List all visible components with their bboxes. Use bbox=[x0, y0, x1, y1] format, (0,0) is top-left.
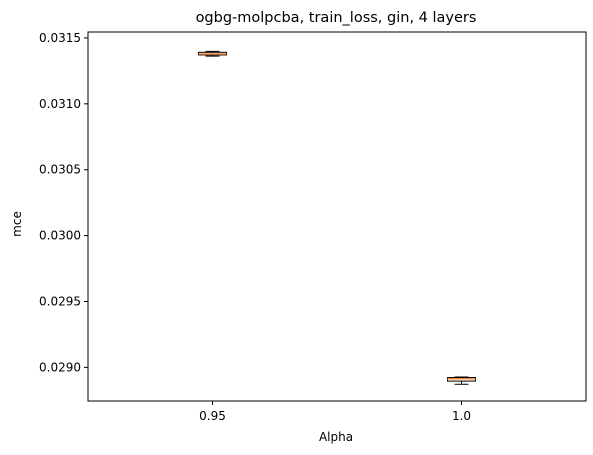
y-tick-label: 0.0305 bbox=[39, 163, 81, 177]
y-tick-label: 0.0290 bbox=[39, 360, 81, 374]
axes: 0.0290 0.0295 0.0300 0.0305 0.0310 0.0315 0.95… bbox=[39, 31, 587, 423]
y-axis-label: mce bbox=[10, 211, 24, 237]
x-tick-label: 0.95 bbox=[199, 409, 226, 423]
plot-area bbox=[198, 50, 476, 385]
plot-frame bbox=[87, 31, 587, 402]
box-0.95 bbox=[198, 50, 227, 57]
y-tick-label: 0.0295 bbox=[39, 295, 81, 309]
x-tick-label: 1.0 bbox=[452, 409, 471, 423]
chart-title: ogbg-molpcba, train_loss, gin, 4 layers bbox=[196, 10, 477, 26]
y-tick-label: 0.0300 bbox=[39, 229, 81, 243]
box-1.0 bbox=[447, 376, 476, 385]
y-tick-label: 0.0310 bbox=[39, 97, 81, 111]
x-axis-label: Alpha bbox=[319, 430, 353, 444]
y-tick-label: 0.0315 bbox=[39, 31, 81, 45]
